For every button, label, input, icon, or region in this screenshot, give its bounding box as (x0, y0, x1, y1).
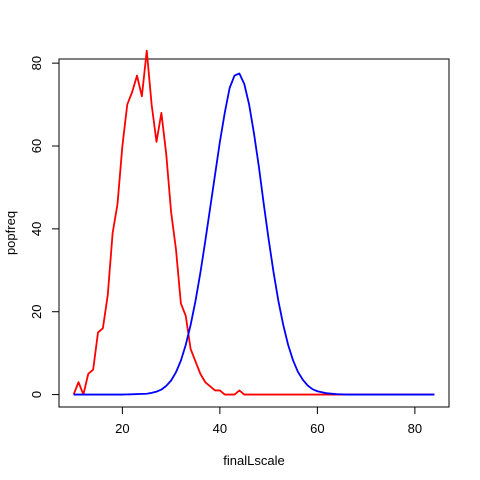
y-ticks: 0 20 40 60 80 (29, 56, 59, 398)
y-tick-label-80: 80 (29, 56, 44, 70)
x-ticks: 20 40 60 80 (115, 407, 422, 436)
x-axis-label: finalLscale (223, 453, 284, 468)
x-tick-label-40: 40 (213, 421, 227, 436)
series-layer (72, 49, 435, 396)
y-axis-label: popfreq (3, 211, 18, 255)
series-line-2 (73, 72, 435, 396)
plot-frame (58, 58, 450, 408)
series-line-1 (72, 49, 435, 396)
x-tick-label-20: 20 (115, 421, 129, 436)
x-tick-label-80: 80 (408, 421, 422, 436)
x-tick-label-60: 60 (310, 421, 324, 436)
y-tick-label-60: 60 (29, 139, 44, 153)
y-tick-label-20: 20 (29, 304, 44, 318)
y-tick-label-40: 40 (29, 222, 44, 236)
y-tick-label-0: 0 (29, 391, 44, 398)
